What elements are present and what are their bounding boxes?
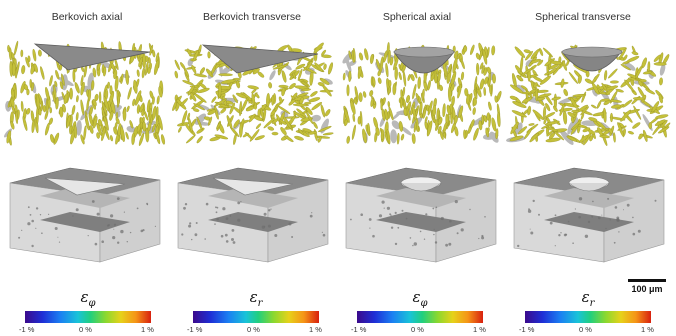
berkovich-indenter-transverse [201,44,319,74]
strain-symbol-spherical-transverse: εr [581,288,595,309]
strain-symbol-berkovich-transverse: εr [249,288,263,309]
strain-symbol-spherical-axial: εφ [412,288,428,309]
spherical-indenter-transverse [561,46,623,72]
ct-block-berkovich-axial [9,167,161,263]
colorbar-max-label: 1 % [141,325,154,334]
colorbar-mid-label: 0 % [579,325,592,334]
panel-title-spherical-transverse: Spherical transverse [535,11,631,23]
panel-title-spherical-axial: Spherical axial [382,11,452,23]
colorbar-min-label: -1 % [351,325,367,334]
panel-title-berkovich-axial: Berkovich axial [51,11,123,23]
colorbar-spherical-transverse [525,311,651,323]
colorbar-mid-label: 0 % [79,325,92,334]
fiber-rendering-berkovich-transverse [172,42,334,145]
colorbar-berkovich-axial [25,311,151,323]
scale-bar-label: 100 μm [631,284,663,294]
panel-title-berkovich-transverse: Berkovich transverse [202,11,302,23]
fiber-rendering-spherical-axial [342,42,502,145]
colorbar-mid-label: 0 % [411,325,424,334]
colorbar-max-label: 1 % [309,325,322,334]
colorbar-max-label: 1 % [473,325,486,334]
colorbar-mid-label: 0 % [247,325,260,334]
ct-block-spherical-transverse [513,167,665,263]
spherical-indenter-axial [393,46,455,74]
fiber-rendering-berkovich-axial [3,40,165,146]
colorbar-berkovich-transverse [193,311,319,323]
strain-symbol-berkovich-axial: εφ [80,288,96,309]
colorbar-max-label: 1 % [641,325,654,334]
ct-block-spherical-axial [345,167,497,263]
colorbar-min-label: -1 % [519,325,535,334]
fiber-rendering-spherical-transverse [506,44,671,146]
ct-block-berkovich-transverse [177,167,329,263]
colorbar-min-label: -1 % [19,325,35,334]
colorbar-min-label: -1 % [187,325,203,334]
scale-bar [628,279,666,282]
colorbar-spherical-axial [357,311,483,323]
berkovich-indenter-axial [33,43,151,71]
